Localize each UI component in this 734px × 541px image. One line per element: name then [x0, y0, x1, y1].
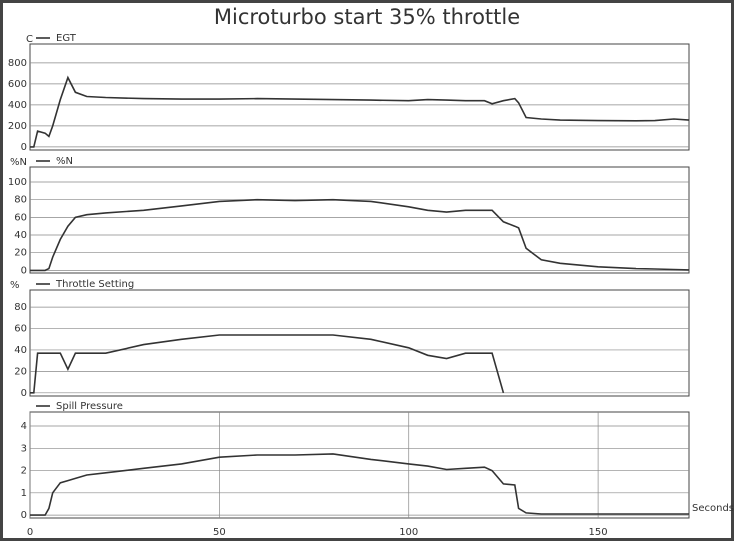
legend-label: %N — [56, 156, 73, 167]
y-tick-label: 0 — [21, 510, 27, 521]
y-tick-label: 100 — [8, 177, 27, 188]
y-axis-label: %N — [10, 157, 27, 168]
chart-title: Microturbo start 35% throttle — [214, 5, 520, 29]
y-tick-label: 60 — [14, 324, 27, 335]
y-tick-label: 200 — [8, 121, 27, 132]
x-axis-label: Seconds — [692, 503, 734, 514]
x-tick-label: 50 — [213, 527, 226, 538]
legend-label: EGT — [56, 33, 77, 44]
y-tick-label: 2 — [21, 466, 27, 477]
y-tick-label: 400 — [8, 100, 27, 111]
y-tick-label: 20 — [14, 248, 27, 259]
y-tick-label: 40 — [14, 345, 27, 356]
y-tick-label: 80 — [14, 302, 27, 313]
y-tick-label: 0 — [21, 142, 27, 153]
y-tick-label: 4 — [21, 421, 27, 432]
y-axis-label: C — [26, 34, 33, 45]
y-tick-label: 20 — [14, 366, 27, 377]
y-axis-label: % — [10, 280, 20, 291]
series-line — [30, 453, 689, 516]
y-tick-label: 3 — [21, 443, 27, 454]
x-tick-label: 100 — [399, 527, 418, 538]
legend-label: Throttle Setting — [55, 279, 134, 290]
series-line — [30, 198, 690, 272]
y-tick-label: 60 — [14, 212, 27, 223]
x-tick-label: 0 — [27, 527, 33, 538]
y-tick-label: 0 — [21, 388, 27, 399]
plot-area — [29, 289, 690, 397]
y-tick-label: 40 — [14, 230, 27, 241]
plot-area — [29, 166, 690, 274]
plot-area — [29, 43, 690, 151]
x-tick-label: 150 — [589, 527, 608, 538]
y-tick-label: 0 — [21, 265, 27, 276]
series-line — [30, 75, 690, 148]
series-line — [30, 334, 505, 394]
y-tick-label: 600 — [8, 79, 27, 90]
y-tick-label: 1 — [21, 488, 27, 499]
y-tick-label: 800 — [8, 58, 27, 69]
plot-area — [29, 411, 690, 519]
y-tick-label: 80 — [14, 195, 27, 206]
legend-label: Spill Pressure — [56, 401, 123, 412]
